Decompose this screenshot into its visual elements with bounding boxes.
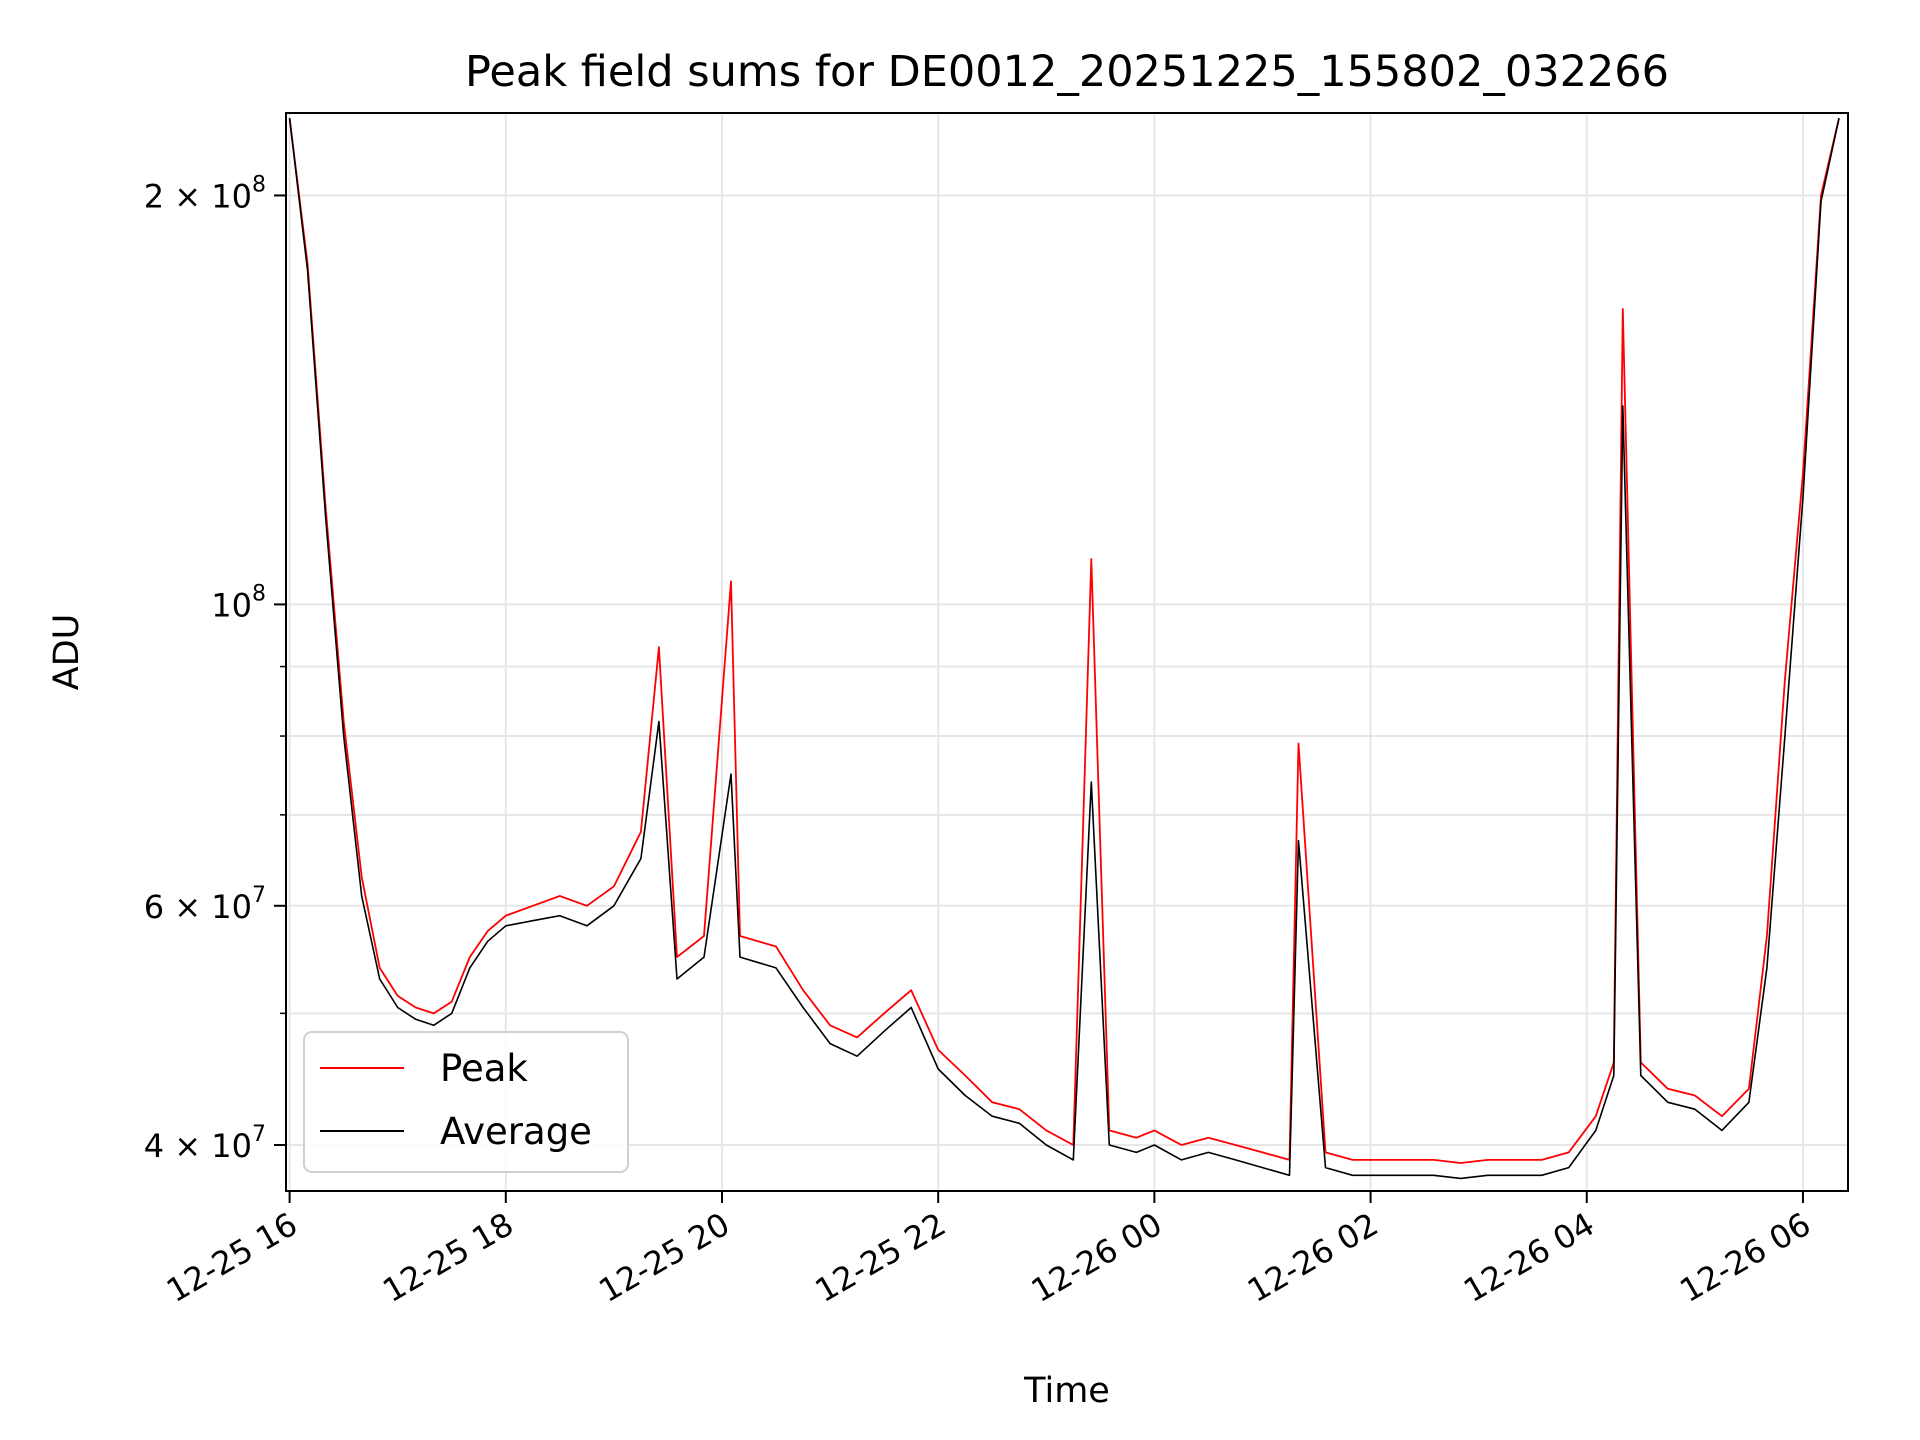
- series-lines: [288, 117, 1840, 1180]
- y-axis-label: ADU: [47, 614, 87, 691]
- y-tick-label: 6 × 107: [144, 883, 266, 926]
- plot-frame: [285, 112, 1849, 1192]
- chart-title: Peak field sums for DE0012_20251225_1558…: [465, 47, 1669, 97]
- legend-label-average: Average: [440, 1110, 592, 1153]
- y-tick-label: 2 × 108: [144, 172, 266, 215]
- x-axis-label: Time: [1023, 1371, 1110, 1411]
- series-line-peak: [288, 117, 1840, 1164]
- series-line-average: [288, 118, 1840, 1180]
- y-tick-label: 4 × 107: [144, 1122, 266, 1165]
- legend: Peak Average: [303, 1031, 629, 1173]
- grid: [286, 113, 1848, 1191]
- legend-label-peak: Peak: [440, 1047, 528, 1090]
